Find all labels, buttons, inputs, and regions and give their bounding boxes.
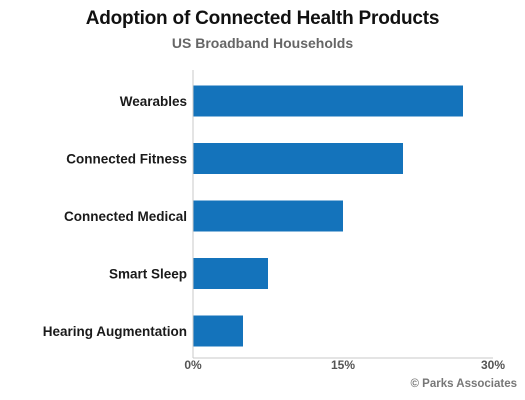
x-tick-label: 30% [481,358,505,372]
x-tick-label: 15% [331,358,355,372]
source-credit: © Parks Associates [410,378,518,390]
category-labels-group: Wearables Connected Fitness Connected Medi… [43,94,187,339]
x-tick-labels-group: 0% 15% 30% [184,358,505,372]
bars-group [193,85,463,347]
chart-title: Adoption of Connected Health Products [85,8,440,29]
category-label: Connected Fitness [66,152,187,167]
bar-wearables [193,85,463,117]
category-label: Hearing Augmentation [43,324,187,339]
chart-subtitle: US Broadband Households [171,35,354,51]
x-tick-label: 0% [184,358,202,372]
bar-connected-medical [193,200,343,232]
category-label: Wearables [120,94,187,109]
bar-hearing-augmentation [193,315,243,347]
category-label: Smart Sleep [109,267,187,282]
bar-connected-fitness [193,143,403,174]
category-label: Connected Medical [64,209,187,224]
bar-smart-sleep [193,258,268,289]
